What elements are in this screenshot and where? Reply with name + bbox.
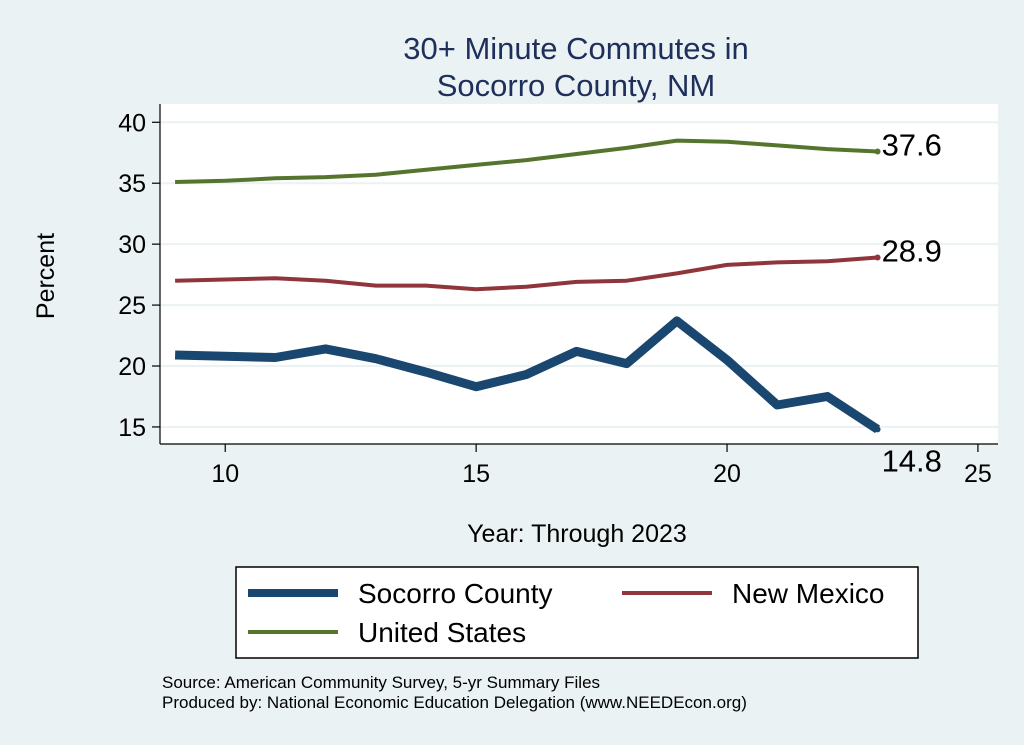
series-endpoint-new-mexico	[874, 254, 881, 261]
series-line-socorro-county	[174, 316, 881, 434]
end-label-united-states: 37.6	[882, 128, 942, 163]
series-line-new-mexico	[175, 255, 878, 292]
legend: Socorro County New Mexico United States	[235, 566, 919, 659]
x-tick-label-15: 15	[462, 460, 490, 488]
source-line-1: Source: American Community Survey, 5-yr …	[162, 673, 600, 692]
y-tick-label-15: 15	[118, 414, 146, 442]
y-tick-label-30: 30	[118, 231, 146, 259]
x-axis-title: Year: Through 2023	[467, 520, 687, 548]
legend-label-socorro-county: Socorro County	[358, 578, 553, 609]
end-labels: 37.6 28.9 14.8	[882, 128, 942, 479]
end-label-new-mexico: 28.9	[882, 234, 942, 269]
series-endpoint-united-states	[874, 148, 881, 155]
x-tick-label-10: 10	[211, 460, 239, 488]
x-tick-label-20: 20	[713, 460, 741, 488]
y-tick-label-25: 25	[118, 292, 146, 320]
y-tick-label-35: 35	[118, 170, 146, 198]
source-line-2: Produced by: National Economic Education…	[162, 693, 747, 712]
x-tick-label-25: 25	[964, 460, 992, 488]
gridlines	[160, 121, 998, 428]
axes: 15 20 25 30 35 40 10 15 20 25	[118, 104, 998, 488]
y-tick-label-20: 20	[118, 353, 146, 381]
y-tick-label-40: 40	[118, 109, 146, 137]
y-axis-title: Percent	[32, 233, 60, 319]
end-label-socorro-county: 14.8	[882, 443, 942, 478]
legend-label-new-mexico: New Mexico	[732, 578, 884, 609]
chart-title-line-1: 30+ Minute Commutes in	[403, 31, 748, 66]
plot-area	[160, 104, 998, 444]
legend-box	[235, 566, 919, 659]
series-layer	[174, 138, 881, 434]
series-line-united-states	[175, 138, 878, 184]
chart-title-line-2: Socorro County, NM	[437, 68, 716, 103]
legend-label-united-states: United States	[358, 617, 526, 648]
series-endpoint-socorro-county	[874, 426, 881, 433]
